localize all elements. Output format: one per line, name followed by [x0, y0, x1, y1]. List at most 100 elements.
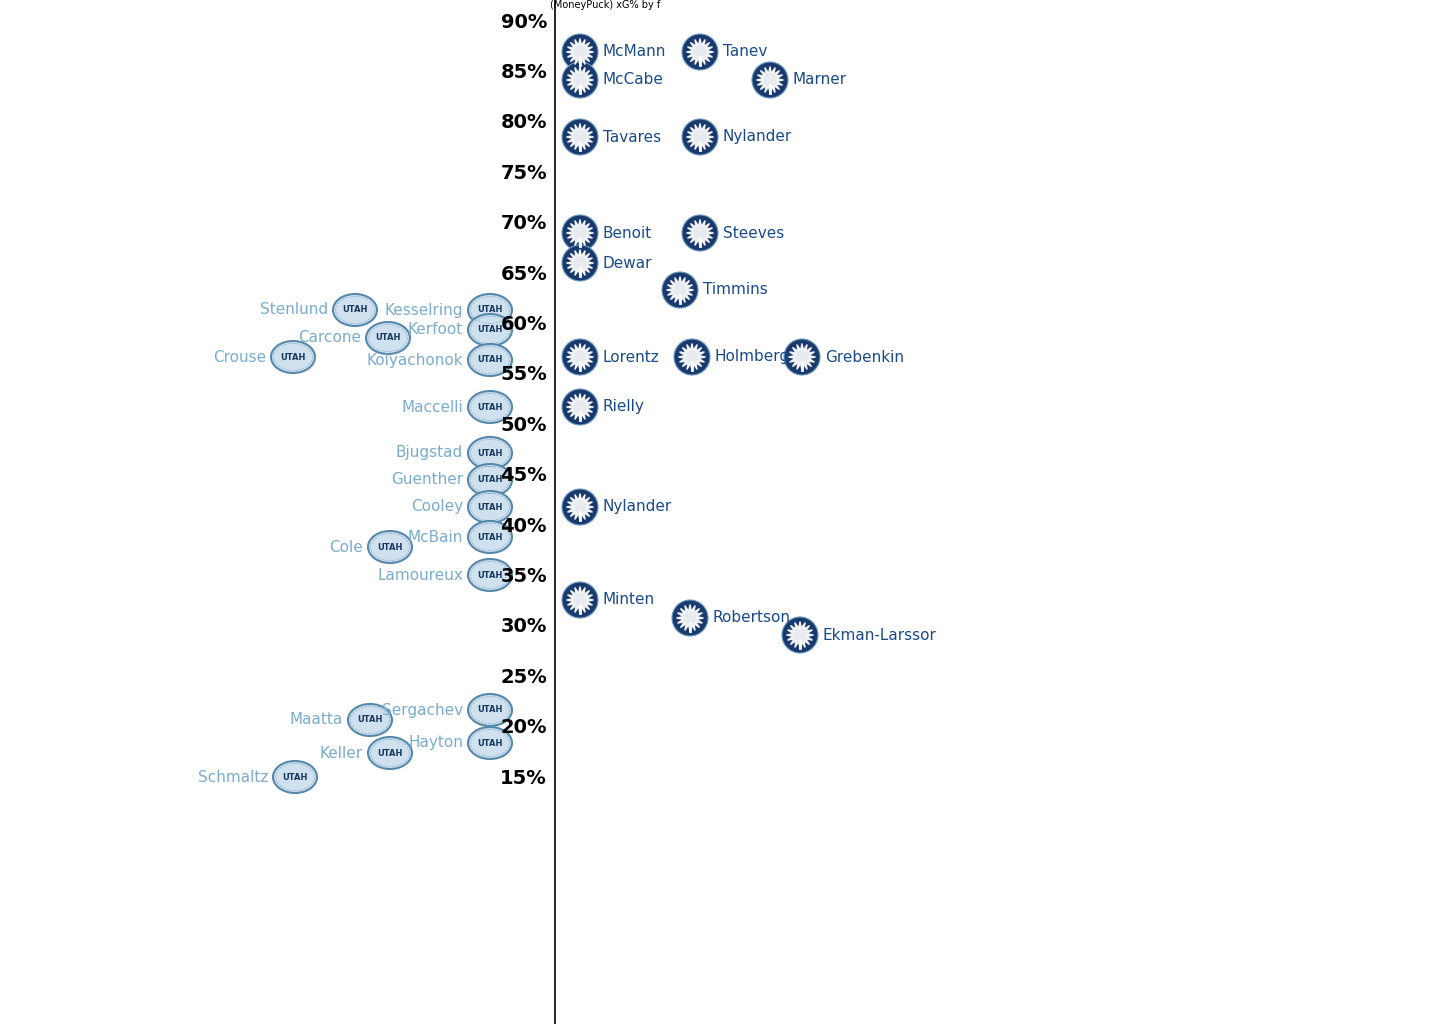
- Text: 20%: 20%: [500, 718, 547, 737]
- Text: UTAH: UTAH: [280, 352, 306, 361]
- Polygon shape: [567, 587, 594, 613]
- Polygon shape: [686, 124, 714, 151]
- Ellipse shape: [366, 322, 410, 354]
- Ellipse shape: [469, 294, 512, 326]
- Text: Kerfoot: Kerfoot: [408, 323, 463, 338]
- Polygon shape: [567, 494, 594, 520]
- Text: UTAH: UTAH: [477, 503, 503, 512]
- Text: Bjugstad: Bjugstad: [395, 445, 463, 461]
- Text: UTAH: UTAH: [477, 449, 503, 458]
- Text: Grebenkin: Grebenkin: [825, 349, 904, 365]
- Text: 70%: 70%: [500, 214, 547, 233]
- Polygon shape: [567, 39, 594, 66]
- Text: Schmaltz: Schmaltz: [198, 769, 268, 784]
- Text: 60%: 60%: [500, 315, 547, 334]
- Text: 45%: 45%: [500, 466, 547, 485]
- Ellipse shape: [469, 521, 512, 553]
- Text: Ekman-Larssor: Ekman-Larssor: [823, 628, 937, 642]
- Text: 65%: 65%: [500, 264, 547, 284]
- Ellipse shape: [469, 490, 512, 523]
- Polygon shape: [567, 393, 594, 421]
- Text: Cole: Cole: [329, 540, 363, 555]
- Text: Maccelli: Maccelli: [401, 399, 463, 415]
- Circle shape: [673, 339, 709, 375]
- Text: 75%: 75%: [500, 164, 547, 182]
- Text: UTAH: UTAH: [477, 738, 503, 748]
- Text: Timmins: Timmins: [704, 283, 767, 298]
- Text: Lorentz: Lorentz: [603, 349, 660, 365]
- Polygon shape: [786, 622, 813, 648]
- Text: Crouse: Crouse: [213, 349, 265, 365]
- Ellipse shape: [333, 294, 376, 326]
- Text: Holmberg: Holmberg: [715, 349, 790, 365]
- Circle shape: [562, 34, 598, 70]
- Circle shape: [562, 389, 598, 425]
- Circle shape: [562, 119, 598, 155]
- Polygon shape: [567, 124, 594, 151]
- Ellipse shape: [469, 437, 512, 469]
- Text: UTAH: UTAH: [477, 532, 503, 542]
- Text: UTAH: UTAH: [477, 326, 503, 335]
- Text: (MoneyPuck) xG% by f: (MoneyPuck) xG% by f: [549, 0, 660, 10]
- Text: Tanev: Tanev: [722, 44, 767, 59]
- Text: UTAH: UTAH: [477, 355, 503, 365]
- Circle shape: [682, 215, 718, 251]
- Text: Hayton: Hayton: [408, 735, 463, 751]
- Ellipse shape: [469, 314, 512, 346]
- Ellipse shape: [368, 737, 412, 769]
- Text: McBain: McBain: [408, 529, 463, 545]
- Text: UTAH: UTAH: [378, 543, 402, 552]
- Polygon shape: [789, 343, 816, 371]
- Circle shape: [562, 215, 598, 251]
- Ellipse shape: [469, 694, 512, 726]
- Ellipse shape: [469, 727, 512, 759]
- Text: Robertson: Robertson: [712, 610, 792, 626]
- Text: Kolyachonok: Kolyachonok: [366, 352, 463, 368]
- Text: 90%: 90%: [500, 12, 547, 32]
- Polygon shape: [676, 604, 704, 632]
- Circle shape: [662, 272, 698, 308]
- Circle shape: [784, 339, 820, 375]
- Text: 50%: 50%: [500, 416, 547, 435]
- Text: 15%: 15%: [500, 768, 547, 787]
- Text: UTAH: UTAH: [477, 706, 503, 715]
- Text: 35%: 35%: [500, 567, 547, 586]
- Text: Tavares: Tavares: [603, 129, 660, 144]
- Text: Kesselring: Kesselring: [385, 302, 463, 317]
- Text: Stenlund: Stenlund: [260, 302, 327, 317]
- Text: UTAH: UTAH: [283, 772, 307, 781]
- Text: Cooley: Cooley: [411, 500, 463, 514]
- Ellipse shape: [469, 464, 512, 496]
- Text: UTAH: UTAH: [375, 334, 401, 342]
- Circle shape: [751, 62, 787, 98]
- Text: UTAH: UTAH: [477, 402, 503, 412]
- Circle shape: [682, 119, 718, 155]
- Polygon shape: [567, 67, 594, 93]
- Text: Guenther: Guenther: [391, 472, 463, 487]
- Polygon shape: [686, 219, 714, 247]
- Text: McCabe: McCabe: [603, 73, 663, 87]
- Ellipse shape: [368, 531, 412, 563]
- Text: 80%: 80%: [500, 114, 547, 132]
- Text: 40%: 40%: [500, 516, 547, 536]
- Text: Carcone: Carcone: [298, 331, 360, 345]
- Text: Steeves: Steeves: [722, 225, 784, 241]
- Text: UTAH: UTAH: [378, 749, 402, 758]
- Ellipse shape: [273, 761, 317, 793]
- Text: Nylander: Nylander: [603, 500, 672, 514]
- Text: Marner: Marner: [793, 73, 846, 87]
- Circle shape: [562, 62, 598, 98]
- Text: UTAH: UTAH: [342, 305, 368, 314]
- Text: 25%: 25%: [500, 668, 547, 687]
- Circle shape: [562, 582, 598, 618]
- Text: 85%: 85%: [500, 62, 547, 82]
- Text: Dewar: Dewar: [603, 256, 652, 270]
- Ellipse shape: [271, 341, 314, 373]
- Text: UTAH: UTAH: [477, 305, 503, 314]
- Circle shape: [562, 489, 598, 525]
- Text: Keller: Keller: [320, 745, 363, 761]
- Ellipse shape: [469, 391, 512, 423]
- Text: McMann: McMann: [603, 44, 666, 59]
- Circle shape: [682, 34, 718, 70]
- Ellipse shape: [469, 559, 512, 591]
